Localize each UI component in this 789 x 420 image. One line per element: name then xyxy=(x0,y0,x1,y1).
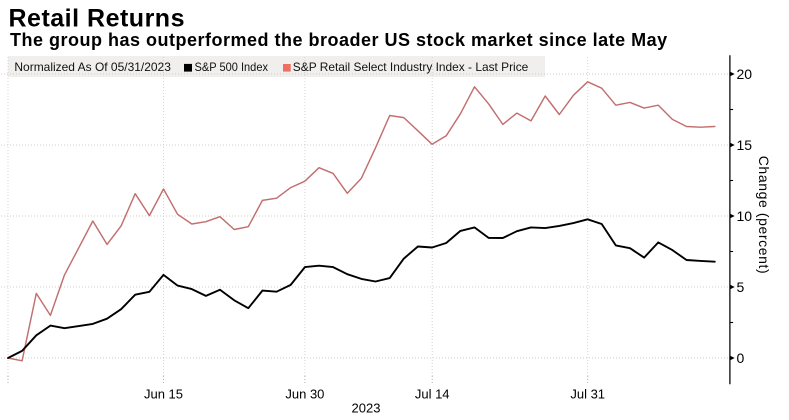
svg-text:Jun 30: Jun 30 xyxy=(285,387,324,402)
svg-text:20: 20 xyxy=(737,66,753,82)
svg-text:S&P 500 Index: S&P 500 Index xyxy=(195,61,269,74)
svg-text:Normalized As Of 05/31/2023: Normalized As Of 05/31/2023 xyxy=(14,61,171,74)
svg-text:2023: 2023 xyxy=(352,401,381,416)
svg-text:S&P Retail Select Industry Ind: S&P Retail Select Industry Index - Last … xyxy=(293,61,529,74)
svg-text:Retail Returns: Retail Returns xyxy=(9,5,185,33)
svg-text:Jul 14: Jul 14 xyxy=(415,387,450,402)
svg-text:5: 5 xyxy=(737,279,745,295)
svg-text:Change (percent): Change (percent) xyxy=(756,156,772,275)
svg-text:Jun 15: Jun 15 xyxy=(144,387,183,402)
svg-text:Jul 31: Jul 31 xyxy=(570,387,605,402)
svg-text:0: 0 xyxy=(737,350,745,366)
svg-text:10: 10 xyxy=(737,208,753,224)
svg-text:The group has outperformed the: The group has outperformed the broader U… xyxy=(10,30,668,50)
svg-text:15: 15 xyxy=(737,137,753,153)
